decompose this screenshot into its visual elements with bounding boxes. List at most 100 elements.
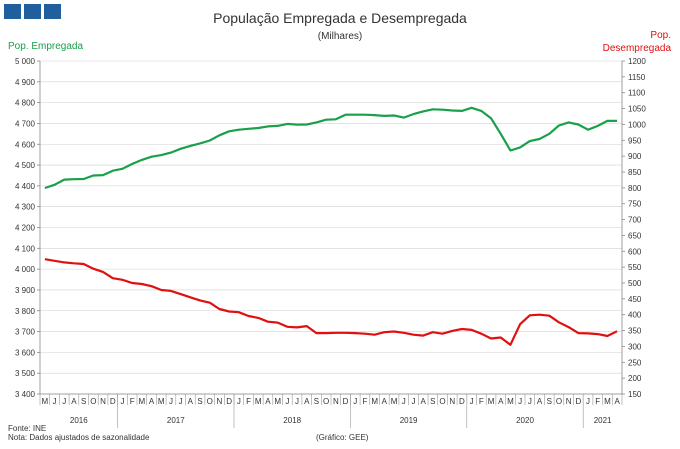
month-tick-label: D (459, 397, 465, 406)
month-tick-label: M (507, 397, 514, 406)
right-tick-label: 750 (628, 200, 642, 209)
right-tick-label: 450 (628, 295, 642, 304)
month-tick-label: J (586, 397, 590, 406)
right-axis-label: Pop. Desempregada (571, 29, 671, 55)
right-tick-label: 850 (628, 168, 642, 177)
month-tick-label: J (169, 397, 173, 406)
chart-title: População Empregada e Desempregada (213, 10, 467, 26)
year-tick-label: 2020 (516, 416, 534, 425)
right-tick-label: 900 (628, 152, 642, 161)
month-tick-label: M (255, 397, 262, 406)
month-tick-label: S (197, 397, 202, 406)
year-tick-label: 2021 (594, 416, 612, 425)
month-tick-label: A (498, 397, 504, 406)
month-tick-label: A (188, 397, 194, 406)
month-tick-label: O (90, 397, 96, 406)
month-tick-label: A (71, 397, 77, 406)
month-tick-label: A (149, 397, 155, 406)
month-tick-label: S (430, 397, 435, 406)
month-tick-label: J (518, 397, 522, 406)
left-tick-label: 4 000 (15, 265, 36, 274)
right-tick-label: 1150 (628, 73, 646, 82)
right-tick-label: 200 (628, 374, 642, 383)
left-tick-label: 3 800 (15, 307, 36, 316)
year-tick-label: 2018 (283, 416, 301, 425)
left-tick-label: 4 400 (15, 182, 36, 191)
month-tick-label: O (556, 397, 562, 406)
logo-block (4, 4, 21, 19)
month-tick-label: O (439, 397, 445, 406)
left-tick-label: 4 500 (15, 161, 36, 170)
month-tick-label: J (120, 397, 124, 406)
left-tick-label: 4 300 (15, 203, 36, 212)
month-tick-label: D (226, 397, 232, 406)
brand-logo (4, 4, 61, 19)
right-tick-label: 800 (628, 184, 642, 193)
year-tick-label: 2019 (400, 416, 418, 425)
chart-subtitle: (Milhares) (317, 31, 363, 42)
month-tick-label: J (295, 397, 299, 406)
left-axis-label: Pop. Empregada (8, 41, 84, 52)
source-note: Fonte: INE (8, 424, 47, 433)
left-tick-label: 4 200 (15, 224, 36, 233)
year-tick-label: 2016 (70, 416, 88, 425)
unemployed-series-line (44, 258, 618, 346)
month-tick-label: A (382, 397, 388, 406)
right-tick-label: 950 (628, 136, 642, 145)
month-tick-label: J (53, 397, 57, 406)
chart-credit: (Gráfico: GEE) (316, 433, 369, 442)
month-tick-label: A (420, 397, 426, 406)
month-tick-label: F (363, 397, 368, 406)
month-tick-label: A (614, 397, 620, 406)
month-tick-label: M (274, 397, 281, 406)
logo-block (44, 4, 61, 19)
right-tick-label: 250 (628, 358, 642, 367)
adjustment-note: Nota: Dados ajustados de sazonalidade (8, 433, 150, 442)
left-tick-label: 5 000 (15, 57, 36, 66)
right-tick-label: 150 (628, 390, 642, 399)
year-tick-label: 2017 (167, 416, 185, 425)
month-tick-label: D (110, 397, 116, 406)
right-tick-label: 1200 (628, 57, 646, 66)
month-tick-label: S (81, 397, 86, 406)
month-tick-label: M (391, 397, 398, 406)
month-tick-label: M (488, 397, 495, 406)
month-tick-label: M (371, 397, 378, 406)
month-tick-label: J (353, 397, 357, 406)
right-tick-label: 1100 (628, 89, 646, 98)
month-tick-label: J (411, 397, 415, 406)
month-tick-label: D (343, 397, 349, 406)
right-tick-label: 500 (628, 279, 642, 288)
left-tick-label: 3 500 (15, 369, 36, 378)
right-tick-label: 400 (628, 311, 642, 320)
month-tick-label: N (449, 397, 455, 406)
month-tick-label: J (285, 397, 289, 406)
right-tick-label: 600 (628, 247, 642, 256)
right-axis-label-line2: Desempregada (602, 43, 671, 54)
month-tick-label: O (207, 397, 213, 406)
right-tick-label: 1000 (628, 120, 646, 129)
right-tick-label: 700 (628, 216, 642, 225)
month-tick-label: F (130, 397, 135, 406)
month-tick-label: O (323, 397, 329, 406)
month-tick-label: A (304, 397, 310, 406)
right-tick-label: 550 (628, 263, 642, 272)
left-tick-label: 4 700 (15, 119, 36, 128)
month-tick-label: S (547, 397, 552, 406)
month-tick-label: F (595, 397, 600, 406)
right-tick-label: 650 (628, 231, 642, 240)
month-tick-label: M (604, 397, 611, 406)
month-tick-label: J (402, 397, 406, 406)
month-tick-label: J (62, 397, 66, 406)
left-tick-label: 3 700 (15, 328, 36, 337)
month-tick-label: J (179, 397, 183, 406)
month-tick-label: F (479, 397, 484, 406)
month-tick-label: M (139, 397, 146, 406)
month-tick-label: J (470, 397, 474, 406)
month-tick-label: M (42, 397, 49, 406)
left-tick-label: 3 900 (15, 286, 36, 295)
left-tick-label: 3 600 (15, 348, 36, 357)
month-tick-label: S (314, 397, 319, 406)
left-tick-label: 4 900 (15, 78, 36, 87)
